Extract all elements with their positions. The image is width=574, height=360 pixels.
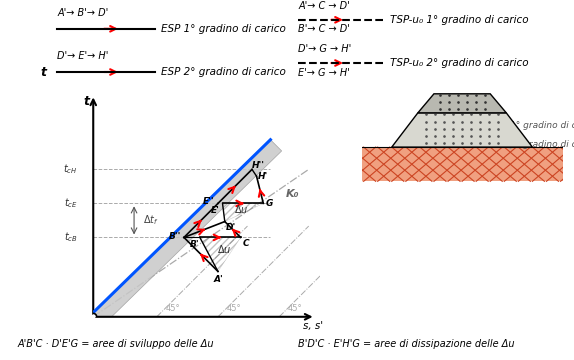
- Circle shape: [90, 314, 96, 320]
- Text: E'→ G → H': E'→ G → H': [298, 68, 350, 78]
- Text: E'': E'': [203, 197, 215, 206]
- Bar: [362, 147, 563, 181]
- Text: TSP-u₀ 1° gradino di carico: TSP-u₀ 1° gradino di carico: [390, 15, 529, 25]
- Text: C: C: [243, 239, 250, 248]
- Text: $\Delta u$: $\Delta u$: [217, 243, 231, 255]
- Text: E': E': [211, 206, 220, 215]
- Text: A'B'C · D'E'G = aree di sviluppo delle Δu: A'B'C · D'E'G = aree di sviluppo delle Δ…: [17, 339, 214, 350]
- Text: D'→ G → H': D'→ G → H': [298, 44, 352, 54]
- Text: A': A': [213, 275, 223, 284]
- Text: ESP 1° gradino di carico: ESP 1° gradino di carico: [161, 24, 286, 34]
- Text: 45°: 45°: [288, 304, 302, 313]
- Text: K₀: K₀: [286, 189, 300, 199]
- Text: s, s': s, s': [303, 321, 323, 331]
- Text: $t_{cE}$: $t_{cE}$: [64, 197, 77, 210]
- Text: 1° gradino di carico: 1° gradino di carico: [507, 121, 574, 130]
- Text: ESP 2° gradino di carico: ESP 2° gradino di carico: [161, 67, 286, 77]
- Text: A'→ C → D': A'→ C → D': [298, 1, 350, 11]
- Text: A'→ B'→ D': A'→ B'→ D': [57, 8, 108, 18]
- Text: $t_{cB}$: $t_{cB}$: [64, 230, 77, 244]
- Text: B'→ C → D': B'→ C → D': [298, 24, 350, 35]
- Text: $\Delta t_f$: $\Delta t_f$: [143, 213, 159, 227]
- Text: t: t: [83, 95, 90, 108]
- Text: G: G: [266, 199, 273, 208]
- Text: D': D': [226, 223, 235, 232]
- Text: TSP-u₀ 2° gradino di carico: TSP-u₀ 2° gradino di carico: [390, 58, 529, 68]
- Text: 2° gradino di carico: 2° gradino di carico: [507, 140, 574, 149]
- Text: D'→ E'→ H': D'→ E'→ H': [57, 51, 109, 62]
- Text: $t_{cH}$: $t_{cH}$: [63, 162, 77, 176]
- Text: H'': H'': [253, 162, 265, 171]
- Text: B'D'C · E'H'G = aree di dissipazione delle Δu: B'D'C · E'H'G = aree di dissipazione del…: [298, 339, 515, 350]
- Polygon shape: [418, 94, 506, 113]
- Text: $\Delta u$: $\Delta u$: [234, 203, 249, 215]
- Polygon shape: [391, 113, 533, 147]
- Text: 45°: 45°: [227, 304, 241, 313]
- Text: t: t: [40, 66, 46, 78]
- Text: B': B': [189, 240, 199, 249]
- Text: B'': B'': [169, 232, 181, 241]
- Polygon shape: [88, 140, 282, 329]
- Text: 45°: 45°: [165, 304, 180, 313]
- Text: H': H': [258, 172, 268, 181]
